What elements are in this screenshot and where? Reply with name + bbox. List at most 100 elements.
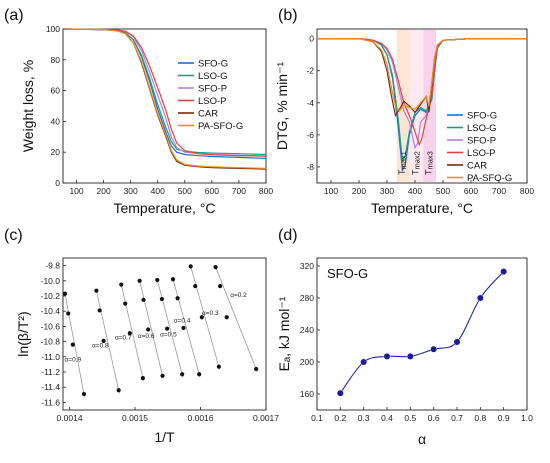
alpha-label: α=0.7 — [115, 334, 132, 341]
x-axis-label: Temperature, °C — [113, 200, 215, 216]
x-tick-label: 0.6 — [428, 413, 440, 423]
x-tick-label: 0.1 — [311, 413, 323, 423]
x-tick-label: 0.0017 — [253, 413, 279, 423]
legend-entry: LSO-G — [198, 71, 228, 82]
y-tick-label: 0 — [309, 34, 314, 44]
data-point — [123, 301, 128, 306]
y-tick-label: -10.0 — [41, 276, 61, 286]
legend-entry: SFO-P — [467, 136, 496, 147]
data-point — [62, 291, 68, 296]
x-tick-label: 600 — [464, 186, 478, 196]
plot-frame — [316, 257, 528, 411]
data-point — [181, 325, 186, 331]
x-tick-label: 200 — [97, 186, 111, 196]
y-tick-label: 40 — [51, 116, 61, 126]
data-point — [146, 327, 151, 332]
x-tick-label: 0.4 — [381, 413, 393, 423]
panel-label: (c) — [4, 227, 23, 244]
y-tick-label: -8 — [306, 162, 314, 172]
data-point — [224, 315, 229, 320]
data-point — [116, 388, 121, 393]
legend-entry: PA-SFO-G — [467, 173, 512, 184]
fit-line — [120, 282, 144, 381]
data-point — [119, 282, 124, 287]
series-line-pa-sfo-g — [317, 37, 527, 112]
x-tick-label: 0.8 — [474, 413, 486, 423]
tmax-subscript: max1 — [399, 151, 408, 169]
tmax-letter: T — [397, 169, 407, 175]
y-tick-label: -10.6 — [41, 321, 61, 331]
y-tick-label: 100 — [46, 24, 60, 34]
x-tick-label: 500 — [178, 186, 192, 196]
data-point — [159, 296, 164, 302]
legend-entry: CAR — [198, 109, 218, 120]
legend-entry: PA-SFO-G — [198, 121, 243, 132]
ea-curve — [339, 271, 505, 394]
plot-frame — [62, 257, 267, 411]
legend-entry: SFO-G — [198, 59, 228, 70]
data-point — [180, 372, 185, 377]
y-tick-label: -9.8 — [45, 261, 60, 271]
data-point — [188, 264, 193, 269]
panel-label: (b) — [278, 7, 298, 24]
series-line-lso-p — [65, 28, 267, 157]
data-point — [476, 294, 484, 302]
data-point — [216, 364, 221, 369]
y-tick-label: -6 — [306, 130, 314, 140]
y-tick-label: 20 — [51, 147, 61, 157]
x-tick-label: 0.0016 — [188, 413, 214, 423]
x-tick-label: 400 — [408, 186, 422, 196]
y-tick-label: 240 — [300, 325, 314, 335]
tmax-subscript: max3 — [426, 151, 435, 169]
x-tick-label: 100 — [69, 186, 83, 196]
x-tick-label: 800 — [520, 186, 534, 196]
data-point — [141, 297, 146, 302]
y-tick-label: -10.8 — [41, 337, 61, 347]
panel-1: 100 200 300 400 500 600 700 8000-2-4-6-8Tmax1Tm… — [274, 7, 534, 216]
alpha-label: α=0.3 — [202, 310, 219, 317]
data-point — [336, 389, 344, 397]
y-tick-label: -11.6 — [41, 397, 60, 407]
alpha-label: α=0.6 — [138, 333, 155, 340]
fit-line — [214, 264, 258, 373]
y-tick-label: -2 — [306, 66, 314, 76]
y-axis-label: DTG, % min⁻¹ — [274, 62, 290, 151]
series-line-sfo-g — [65, 28, 267, 159]
x-tick-label: 0.9 — [498, 413, 510, 423]
x-tick-label: 0.3 — [358, 413, 370, 423]
data-point — [70, 342, 75, 347]
data-point — [97, 308, 102, 313]
data-point — [406, 352, 414, 360]
data-point — [360, 358, 368, 366]
fit-line — [95, 288, 120, 394]
x-tick-label: 1.0 — [521, 413, 533, 423]
x-axis-label: α — [418, 431, 426, 447]
data-point — [155, 277, 160, 283]
data-point — [127, 331, 132, 336]
x-axis-label: 1/T — [154, 429, 175, 445]
data-point — [254, 366, 259, 372]
y-tick-label: -4 — [306, 98, 314, 108]
data-point — [213, 265, 218, 270]
data-point — [430, 345, 438, 353]
legend-entry: LSO-P — [198, 96, 227, 107]
y-tick-label: 200 — [300, 357, 314, 367]
x-tick-label: 0.2 — [334, 413, 346, 423]
y-tick-label: 280 — [300, 293, 314, 303]
data-point — [140, 375, 145, 381]
data-point — [383, 352, 391, 360]
series-line-car — [65, 28, 267, 170]
y-tick-label: -10.4 — [41, 306, 61, 316]
x-tick-label: 0.0014 — [57, 413, 83, 423]
legend-entry: LSO-P — [467, 148, 496, 159]
alpha-label: α=0.8 — [92, 343, 109, 350]
panel-label: (d) — [278, 227, 298, 244]
alpha-label: α=0.4 — [174, 318, 191, 325]
sample-annotation: SFO-G — [327, 266, 368, 281]
data-point — [66, 311, 71, 316]
fit-line — [189, 264, 221, 370]
fit-line — [138, 278, 164, 379]
alpha-label: α=0.9 — [65, 356, 82, 363]
x-tick-label: 700 — [492, 186, 506, 196]
